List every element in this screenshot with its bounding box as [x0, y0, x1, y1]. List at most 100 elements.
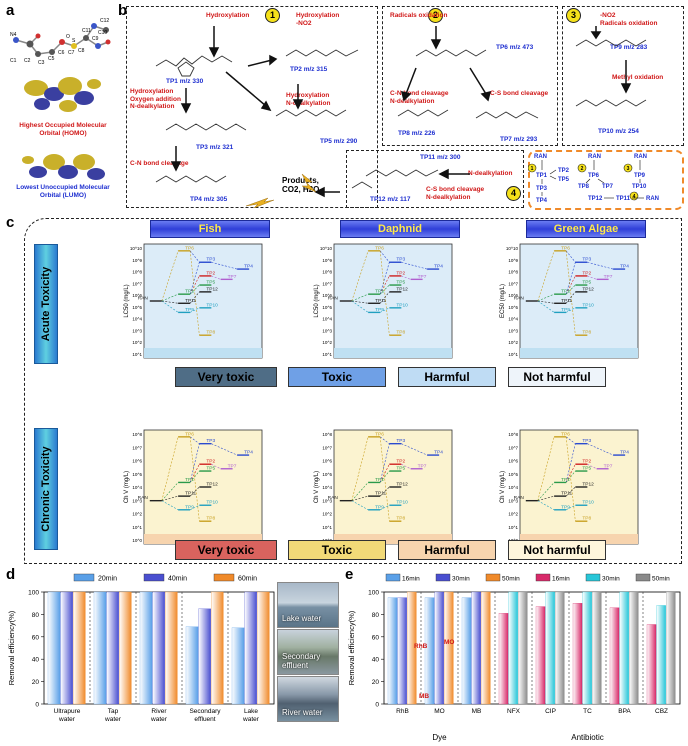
summary-ran-3: RAN — [634, 154, 647, 160]
connector — [351, 500, 369, 511]
connector — [161, 500, 179, 511]
tick-label: 10^6 — [322, 459, 332, 464]
y-axis-label: LC50 (mg/L) — [314, 284, 320, 317]
legend-label-16min-0: 16min — [402, 576, 420, 583]
species-label-tp5: TP5 — [206, 280, 215, 286]
connector — [565, 284, 576, 295]
species-label-tp1: TP1 — [561, 477, 570, 483]
bar-cip-50min — [555, 591, 565, 705]
bar-bpa-16min — [609, 607, 620, 705]
connector — [189, 436, 200, 522]
rxn-hydroxylation-no2: Hydroxylation -NO2 — [296, 12, 340, 27]
acute-legend-not-harmful: Not harmful — [508, 367, 606, 387]
connector — [161, 482, 179, 501]
species-label-tp7: TP7 — [418, 274, 427, 280]
connector — [537, 250, 555, 302]
bar-mo-16min — [424, 597, 435, 705]
tick-label: 10^1 — [322, 352, 332, 357]
bar-rhb-50min — [407, 591, 417, 705]
summary-tp11: TP11 — [616, 196, 631, 202]
tick-label: 10^5 — [132, 472, 142, 477]
y-axis-label: Removal efficiency(%) — [7, 610, 16, 685]
connector — [401, 463, 411, 470]
panel-label-d: d — [6, 566, 16, 583]
tick-label: 10^6 — [322, 293, 332, 298]
y-tick-label: 60 — [372, 634, 380, 641]
species-label-tp2: TP2 — [396, 270, 405, 276]
species-label-tp11: TP11 — [375, 298, 386, 304]
homo-label: Highest Occupied Molecular Orbital (HOMO… — [19, 122, 107, 137]
legend-label-30min-4: 30min — [602, 576, 620, 583]
connector — [587, 463, 597, 470]
rxn-cs-cleavage-ndealk: C-S bond cleavage N-dealkylation — [426, 186, 485, 201]
connector — [379, 486, 390, 497]
species-label-tp12: TP12 — [582, 286, 594, 292]
bar-mo-30min — [434, 591, 444, 705]
bar-lake-water-40min — [244, 591, 257, 705]
svg-text:C8: C8 — [78, 48, 85, 54]
tick-label: 10^2 — [132, 340, 142, 345]
species-label-tp8: TP8 — [206, 516, 215, 522]
bar-tc-16min — [572, 603, 583, 705]
tick-label: 10^8 — [322, 432, 332, 437]
species-label-ran: RAN — [514, 296, 525, 302]
category-label: CBZ — [655, 708, 668, 715]
legend-label-16min-3: 16min — [552, 576, 570, 583]
summary-ran-4: RAN — [646, 196, 659, 202]
summary-tp9: TP9 — [634, 173, 646, 179]
species-label-tp4: TP4 — [244, 264, 253, 270]
connector — [565, 250, 576, 263]
species-label-tp4: TP4 — [620, 450, 629, 456]
bar-nfx-50min — [518, 591, 528, 705]
connector — [189, 250, 200, 336]
bar-mb-16min — [461, 597, 472, 705]
bar-mb-30min — [471, 591, 481, 705]
legend-label-60min: 60min — [238, 576, 257, 583]
legend-swatch-50min-2 — [485, 573, 501, 582]
category-label: NFX — [507, 708, 521, 715]
species-label-tp8: TP8 — [396, 516, 405, 522]
summary-ran: RAN — [534, 154, 547, 160]
connector — [189, 284, 200, 295]
tp8-label: TP8 m/z 226 — [398, 130, 436, 137]
tick-label: 10^3 — [508, 328, 518, 333]
tick-label: 10^7 — [508, 281, 518, 286]
svg-text:C6: C6 — [58, 50, 65, 56]
species-label-tp4: TP4 — [434, 450, 443, 456]
acute-legend-harmful: Harmful — [398, 367, 496, 387]
y-tick-label: 40 — [32, 657, 40, 664]
group-label-dye: Dye — [432, 733, 447, 742]
bar-lake-water-60min — [257, 591, 270, 705]
pathway-3-box — [562, 6, 684, 146]
summary-tp2: TP2 — [558, 168, 570, 174]
acute-toxicity-label: Acute Toxicity — [40, 266, 52, 342]
svg-text:C7: C7 — [68, 50, 75, 56]
y-tick-label: 0 — [35, 702, 39, 709]
pathway-4-badge: 4 — [506, 186, 521, 201]
species-label-tp10: TP10 — [396, 302, 408, 308]
legend-label-20min: 20min — [98, 576, 117, 583]
connector — [351, 293, 369, 302]
bar-tap-water-60min — [119, 591, 132, 705]
connector — [189, 250, 200, 263]
pathway-structures — [155, 26, 647, 208]
tick-label: 10^3 — [132, 328, 142, 333]
tick-label: 10^1 — [508, 525, 518, 530]
species-label-tp6: TP6 — [375, 245, 384, 251]
connector — [537, 300, 555, 304]
tick-label: 10^4 — [508, 485, 518, 490]
species-label-tp5: TP5 — [582, 466, 591, 472]
legend-swatch-16min-3 — [535, 573, 551, 582]
bar-bpa-50min — [629, 591, 639, 705]
species-label-ran: RAN — [514, 495, 525, 501]
pathway-4-box — [346, 150, 524, 208]
species-label-tp3: TP3 — [206, 438, 215, 444]
summary-tp8: TP8 — [578, 184, 590, 190]
species-label-tp10: TP10 — [582, 500, 594, 506]
species-label-tp8: TP8 — [582, 516, 591, 522]
species-label-tp12: TP12 — [396, 286, 408, 292]
species-label-tp7: TP7 — [228, 463, 237, 469]
category-label: CIP — [545, 708, 556, 715]
species-label-tp8: TP8 — [396, 330, 405, 336]
connector — [161, 250, 179, 302]
